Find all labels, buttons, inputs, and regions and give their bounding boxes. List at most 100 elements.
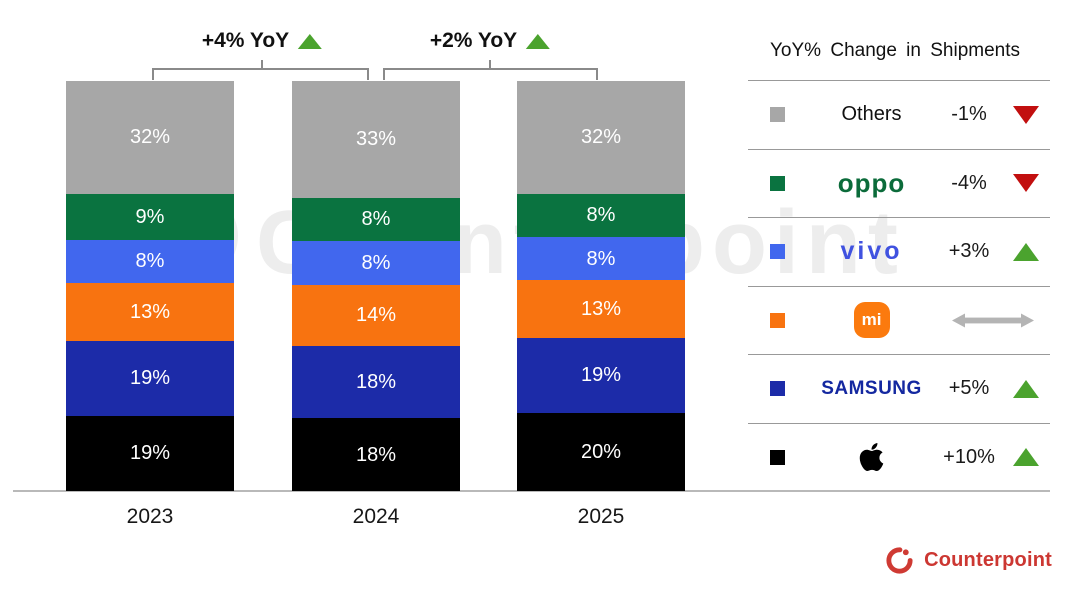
apple-logo-icon <box>859 443 884 472</box>
bracket-tick <box>261 60 263 68</box>
segment-value-label: 18% <box>355 370 397 393</box>
legend-swatch-oppo <box>770 175 785 191</box>
bracket-line <box>383 68 598 70</box>
yoy-change-value: +10% <box>943 445 995 468</box>
segment-value-label: 13% <box>129 300 171 323</box>
bracket-2023-2024 <box>152 60 369 80</box>
segment-value-label: 32% <box>129 126 171 149</box>
bracket-tick <box>596 68 598 80</box>
segment-oppo-2025: 8% <box>517 193 685 237</box>
legend-row-samsung: SAMSUNG +5% <box>748 354 1050 423</box>
trend-up-icon <box>1013 242 1039 261</box>
trend-flat-arrow-icon <box>936 312 1050 329</box>
segment-vivo-2024: 8% <box>292 241 460 285</box>
legend-swatch-xiaomi <box>770 312 785 328</box>
segment-others-2025: 32% <box>517 81 685 194</box>
bracket-tick <box>152 68 154 80</box>
bar-2024: 33% 8% 8% 14% 18% 18% <box>292 81 460 492</box>
segment-value-label: 9% <box>135 205 165 228</box>
trend-up-icon <box>526 33 551 49</box>
bracket-tick <box>367 68 369 80</box>
trend-arrow-cell <box>1002 174 1050 193</box>
legend: Others -1% oppo -4% vivo +3% mi SAMSUNG +5% +10% <box>748 80 1050 491</box>
segment-value-label: 13% <box>580 298 622 321</box>
legend-swatch-others <box>770 107 785 123</box>
segment-oppo-2023: 9% <box>66 193 234 240</box>
bar-2023: 32% 9% 8% 13% 19% 19% <box>66 81 234 491</box>
yoy-change-value: +5% <box>948 377 990 400</box>
x-axis-label-2023: 2023 <box>126 505 174 528</box>
segment-value-label: 32% <box>580 126 622 149</box>
samsung-logo: SAMSUNG <box>807 378 936 400</box>
segment-value-label: 19% <box>129 442 171 465</box>
segment-xiaomi-2023: 13% <box>66 283 234 341</box>
yoy-annotation-2023-2024: +4% YoY <box>201 29 323 53</box>
legend-swatch-samsung <box>770 381 785 397</box>
segment-value-label: 14% <box>355 304 397 327</box>
xiaomi-mi-badge-icon: mi <box>853 302 890 339</box>
legend-swatch-vivo <box>770 244 785 260</box>
segment-others-2024: 33% <box>292 81 460 198</box>
segment-oppo-2024: 8% <box>292 197 460 242</box>
trend-arrow-cell <box>1002 242 1050 261</box>
x-axis-label-2024: 2024 <box>352 505 400 528</box>
vivo-wordmark: vivo <box>840 237 903 266</box>
counterpoint-wordmark: Counterpoint <box>924 549 1052 571</box>
oppo-logo: oppo <box>807 168 936 199</box>
yoy-change-value: -4% <box>951 171 987 194</box>
bracket-line <box>152 68 369 70</box>
yoy-annotation-label: +4% YoY <box>201 29 290 52</box>
others-logo: Others <box>807 103 936 126</box>
segment-xiaomi-2024: 14% <box>292 284 460 346</box>
trend-down-icon <box>1013 105 1039 124</box>
yoy-change-value: +3% <box>948 240 990 263</box>
segment-value-label: 20% <box>580 441 622 463</box>
segment-samsung-2023: 19% <box>66 340 234 416</box>
legend-row-oppo: oppo -4% <box>748 148 1050 218</box>
trend-up-icon <box>298 33 323 49</box>
yoy-annotation-2024-2025: +2% YoY <box>429 29 551 53</box>
bracket-tick <box>383 68 385 80</box>
segment-value-label: 33% <box>355 128 397 151</box>
legend-row-apple: +10% <box>748 422 1050 492</box>
segment-value-label: 8% <box>361 251 391 274</box>
segment-others-2023: 32% <box>66 81 234 194</box>
legend-row-xiaomi: mi <box>748 285 1050 355</box>
trend-up-icon <box>1013 448 1039 467</box>
segment-vivo-2023: 8% <box>66 239 234 284</box>
segment-value-label: 19% <box>580 364 622 387</box>
legend-title: YoY% Change in Shipments <box>770 40 1021 61</box>
trend-arrow-cell <box>1002 448 1050 467</box>
yoy-change-value: -1% <box>951 103 987 126</box>
segment-samsung-2025: 19% <box>517 337 685 413</box>
trend-arrow-cell <box>1002 379 1050 398</box>
xiaomi-logo: mi <box>807 302 936 339</box>
segment-apple-2024: 18% <box>292 418 460 492</box>
segment-value-label: 18% <box>355 443 397 466</box>
oppo-wordmark: oppo <box>837 167 906 198</box>
bracket-tick <box>489 60 491 68</box>
segment-value-label: 19% <box>129 367 171 390</box>
legend-row-vivo: vivo +3% <box>748 217 1050 286</box>
trend-up-icon <box>1013 379 1039 398</box>
x-axis-line <box>13 490 1050 492</box>
segment-apple-2025: 20% <box>517 413 685 491</box>
others-wordmark: Others <box>841 103 902 126</box>
counterpoint-ring-icon <box>886 547 913 574</box>
samsung-wordmark: SAMSUNG <box>821 377 922 399</box>
trend-arrow-cell <box>1002 105 1050 124</box>
segment-xiaomi-2025: 13% <box>517 280 685 338</box>
segment-apple-2023: 19% <box>66 415 234 491</box>
segment-value-label: 8% <box>135 250 165 273</box>
vivo-logo: vivo <box>807 237 936 266</box>
segment-value-label: 8% <box>586 204 616 227</box>
segment-vivo-2025: 8% <box>517 237 685 281</box>
yoy-annotation-label: +2% YoY <box>429 29 518 52</box>
bracket-2024-2025 <box>383 60 598 80</box>
segment-value-label: 8% <box>361 208 391 231</box>
segment-value-label: 8% <box>586 247 616 270</box>
counterpoint-logo: Counterpoint <box>884 545 1052 576</box>
legend-swatch-apple <box>770 449 785 465</box>
